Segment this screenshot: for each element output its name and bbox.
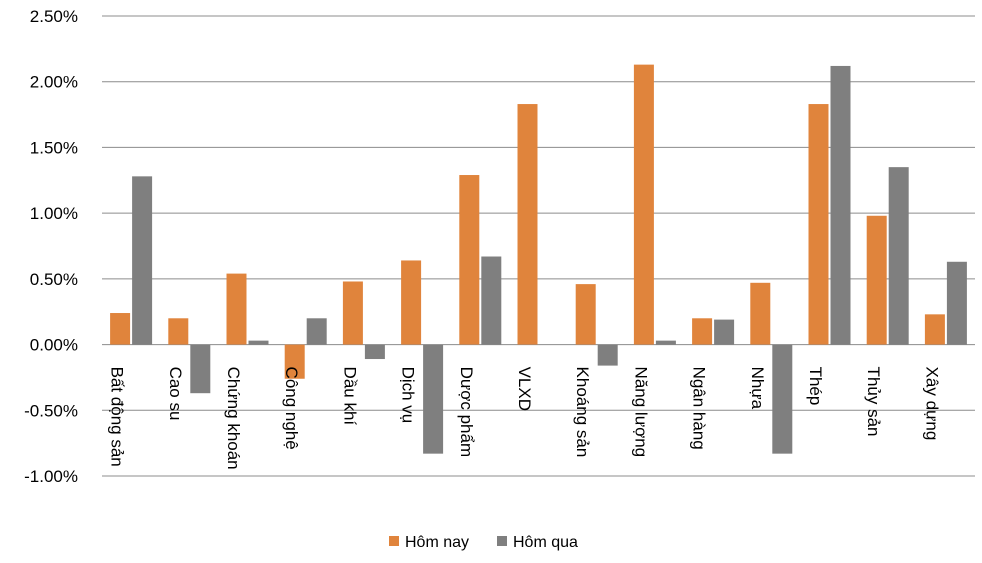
bars xyxy=(110,64,967,454)
legend-label: Hôm nay xyxy=(405,534,469,551)
bar-hom-nay xyxy=(924,314,945,345)
category-label: Dịch vụ xyxy=(399,367,418,424)
bar-hom-nay xyxy=(517,104,538,345)
bar-hom-nay xyxy=(633,64,654,345)
y-tick-label: 0.50% xyxy=(30,270,78,289)
bar-hom-qua xyxy=(830,65,851,345)
bar-hom-qua xyxy=(248,340,269,345)
category-label: Nhựa xyxy=(748,367,767,410)
bar-hom-qua xyxy=(772,344,793,454)
bar-hom-qua xyxy=(946,261,967,345)
bar-hom-nay xyxy=(342,281,363,345)
bar-hom-qua xyxy=(364,344,385,360)
category-label: Dầu khí xyxy=(340,367,359,426)
bar-hom-nay xyxy=(750,282,771,345)
bar-hom-nay xyxy=(110,313,131,345)
category-label: Khoáng sản xyxy=(573,367,592,458)
category-label: Thủy sản xyxy=(864,367,883,437)
bar-hom-qua xyxy=(597,344,618,366)
bar-hom-qua xyxy=(132,176,153,345)
y-tick-label: 2.50% xyxy=(30,7,78,26)
category-label: Dược phẩm xyxy=(457,367,476,458)
legend-label: Hôm qua xyxy=(513,534,578,551)
category-label: Năng lượng xyxy=(631,367,650,458)
legend-swatch xyxy=(389,536,399,546)
bar-hom-qua xyxy=(714,319,735,345)
category-label: Công nghệ xyxy=(282,367,301,450)
bar-hom-qua xyxy=(481,256,502,345)
y-tick-label: -1.00% xyxy=(24,467,78,486)
bar-hom-nay xyxy=(692,318,713,345)
bar-hom-qua xyxy=(888,167,909,345)
bar-hom-nay xyxy=(459,175,480,345)
bar-hom-nay xyxy=(808,104,829,345)
category-label: Thép xyxy=(806,367,825,406)
y-axis-ticks: 2.50% 2.00% 1.50% 1.00% 0.50% 0.00% -0.50% -1.0… xyxy=(24,7,78,486)
bar-hom-nay xyxy=(401,260,422,345)
category-label: Cao su xyxy=(166,367,185,421)
grid-lines xyxy=(102,15,975,477)
bar-hom-qua xyxy=(190,344,211,394)
category-label: Chứng khoán xyxy=(224,367,243,470)
y-tick-label: 2.00% xyxy=(30,73,78,92)
bar-hom-qua xyxy=(306,318,327,345)
bar-hom-qua xyxy=(655,340,676,345)
category-label: Ngân hàng xyxy=(690,367,709,450)
bar-hom-nay xyxy=(575,284,596,345)
legend: Hôm nay Hôm qua xyxy=(389,534,578,551)
bar-hom-nay xyxy=(226,273,247,345)
x-axis-labels: Bất động sản Cao su Chứng khoán Công nghệ Dầ… xyxy=(108,367,942,470)
y-tick-label: 1.00% xyxy=(30,204,78,223)
bar-hom-nay xyxy=(866,215,887,345)
y-tick-label: -0.50% xyxy=(24,401,78,420)
category-label: Xây dựng xyxy=(922,367,941,441)
bar-hom-qua xyxy=(423,344,444,454)
y-tick-label: 0.00% xyxy=(30,336,78,355)
y-tick-label: 1.50% xyxy=(30,138,78,157)
category-label: VLXD xyxy=(515,367,534,411)
bar-hom-nay xyxy=(168,318,189,345)
legend-swatch xyxy=(497,536,507,546)
category-label: Bất động sản xyxy=(108,367,127,467)
bar-hom-nay xyxy=(284,344,305,379)
